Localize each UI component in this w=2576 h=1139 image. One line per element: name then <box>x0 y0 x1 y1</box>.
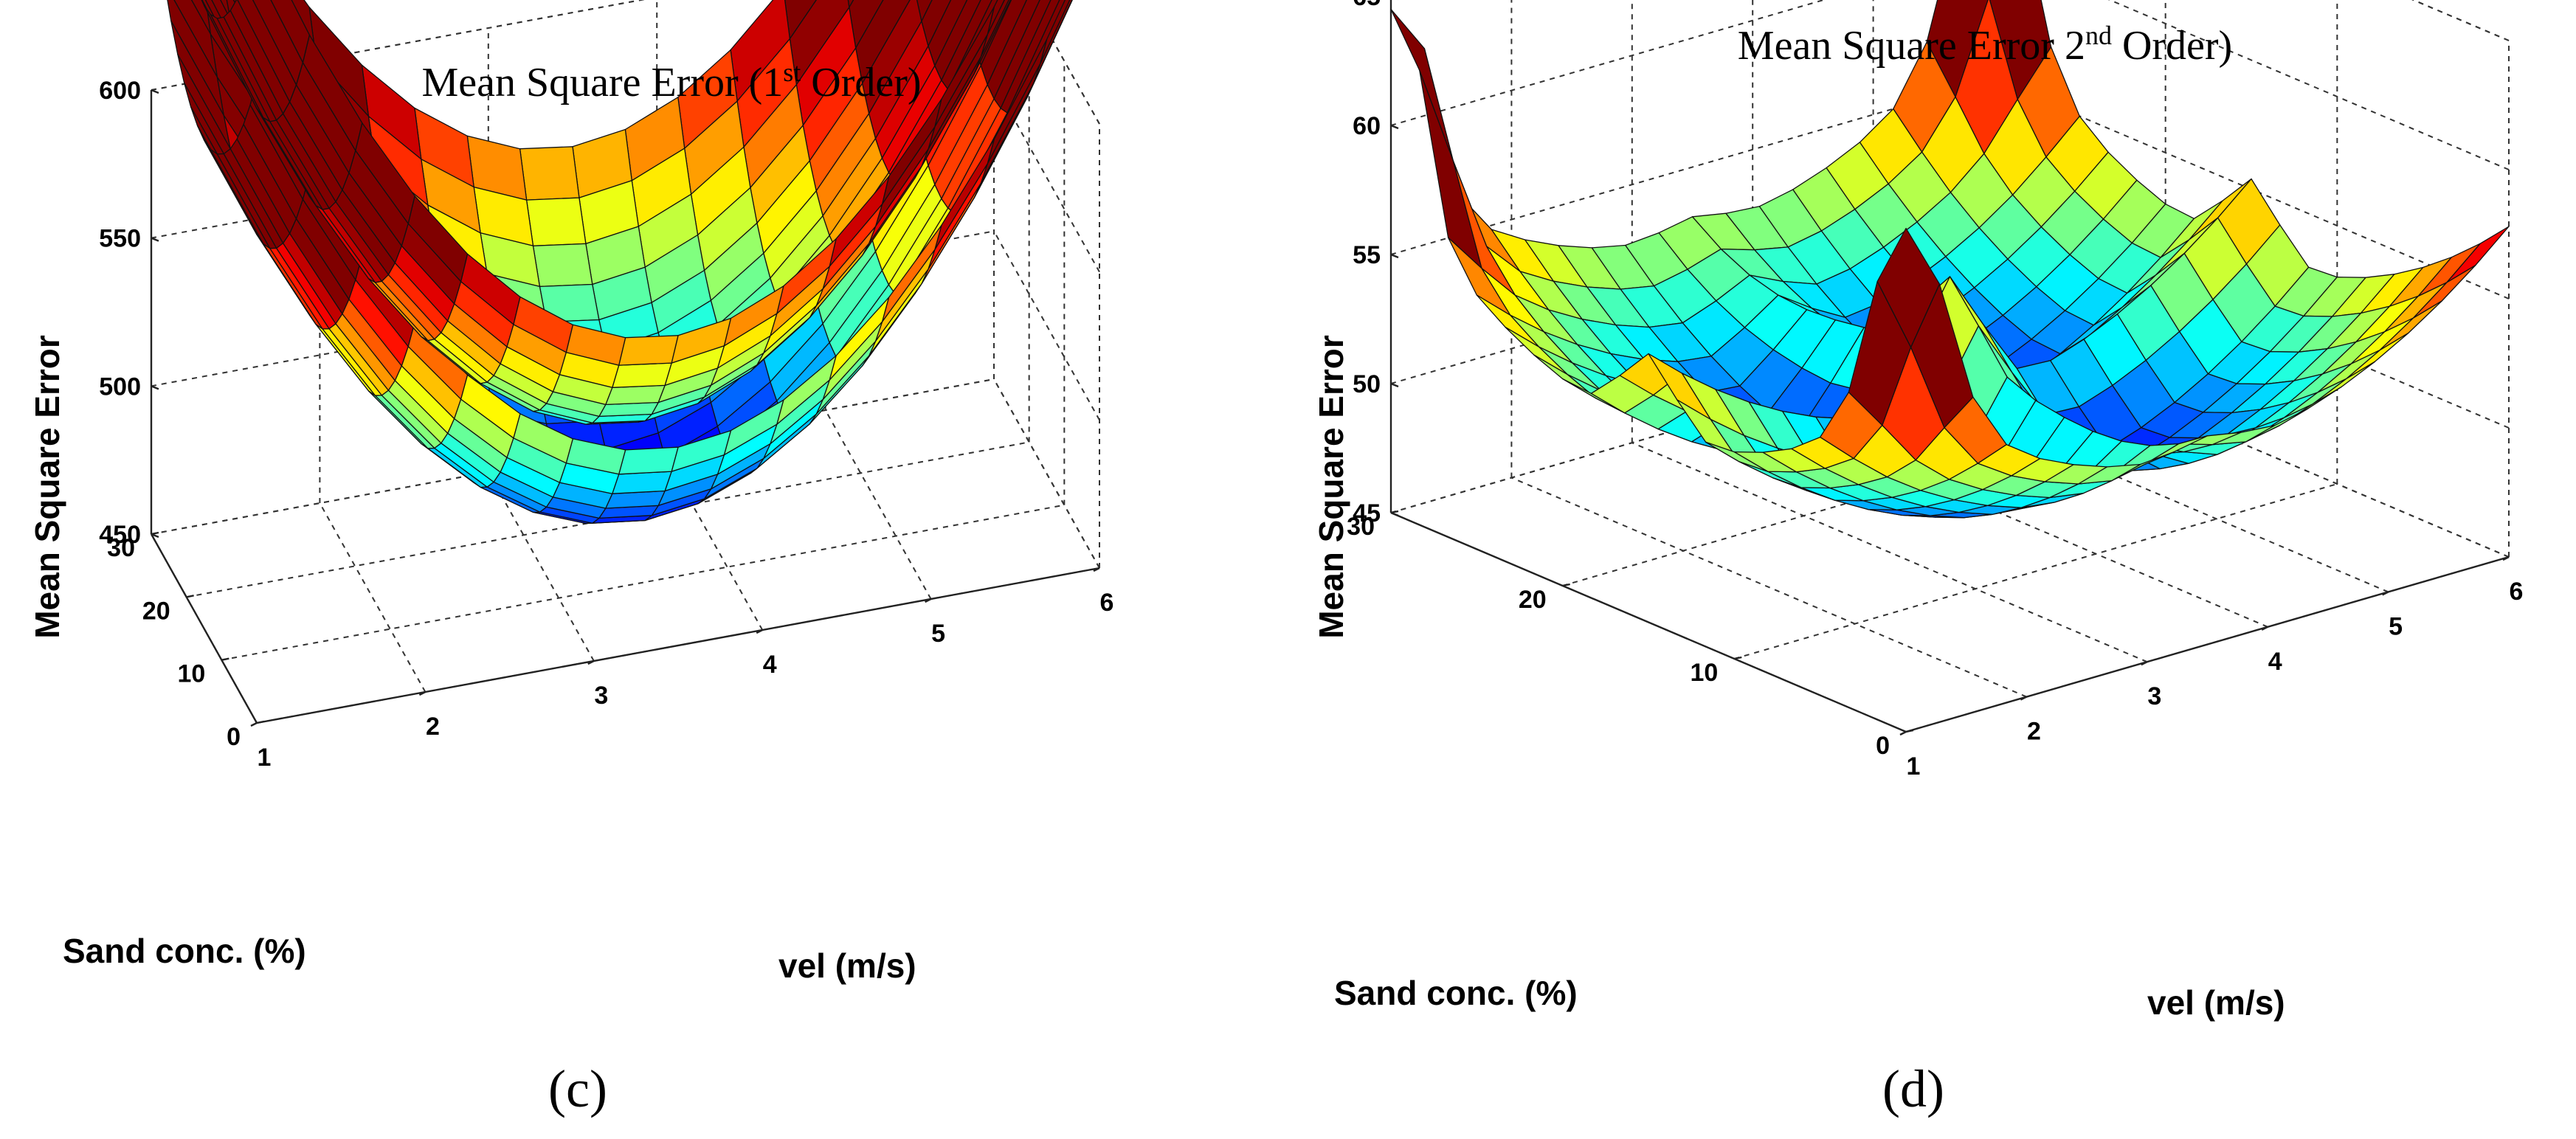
surface-group-c <box>167 0 1073 525</box>
x-axis-label-d: vel (m/s) <box>2147 983 2285 1022</box>
surface-cell <box>1876 227 1941 348</box>
surface-cell <box>2446 226 2510 283</box>
z-axis-label-d: Mean Square Error <box>1312 335 1350 639</box>
y-tick-label: 20 <box>1519 586 1547 614</box>
surface-cell-upper <box>605 384 666 406</box>
x-tick-label: 4 <box>763 651 777 679</box>
x-tick-label: 3 <box>594 682 608 710</box>
y-tick-label: 10 <box>1691 659 1719 687</box>
z-tick-label: 60 <box>1353 112 1381 140</box>
x-tick-label: 6 <box>1100 589 1114 617</box>
surface-cell-lower <box>612 471 672 494</box>
z-tick-label: 550 <box>99 225 141 253</box>
x-tick-label: 4 <box>2268 648 2282 676</box>
surface-cell-upper <box>270 0 311 63</box>
surface-cell <box>1419 69 1482 269</box>
y-tick-label: 0 <box>227 723 241 751</box>
x-tick-label: 1 <box>258 744 272 772</box>
z-tick-label: 50 <box>1353 370 1381 398</box>
x-tick-label: 1 <box>1907 752 1921 780</box>
y-axis-label-d: Sand conc. (%) <box>1334 974 1578 1012</box>
surface-cell-upper <box>618 335 679 366</box>
y-tick-label: 20 <box>142 597 170 625</box>
surface-cell-upper <box>612 362 672 388</box>
y-axis-label-c: Sand conc. (%) <box>63 932 306 970</box>
panel-label-d: (d) <box>1882 1059 1944 1118</box>
surface-cell-upper <box>525 197 587 246</box>
z-tick-label: 450 <box>99 521 141 549</box>
surface-group-d <box>1390 0 2510 519</box>
z-tick-label: 45 <box>1353 499 1381 527</box>
x-axis-label-c: vel (m/s) <box>778 946 916 985</box>
x-tick-label: 2 <box>2027 718 2041 746</box>
z-tick-label: 55 <box>1353 241 1381 269</box>
surface-cell-upper <box>532 243 593 288</box>
x-tick-label: 5 <box>931 620 945 648</box>
z-tick-label: 500 <box>99 373 141 401</box>
x-tick-label: 6 <box>2510 578 2524 606</box>
y-tick-label: 30 <box>1347 513 1375 541</box>
panel-label-c: (c) <box>548 1059 607 1118</box>
y-tick-label: 10 <box>178 660 206 688</box>
chart-panel-d: 12345601020304550556065 Mean Square Erro… <box>1312 0 2523 1118</box>
z-tick-label: 600 <box>99 77 141 105</box>
z-tick-label: 65 <box>1353 0 1381 11</box>
x-tick-label: 5 <box>2389 612 2403 640</box>
y-tick-label: 0 <box>1876 732 1890 760</box>
tick-labels-d: 12345601020304550556065 <box>1347 0 2523 780</box>
x-tick-label: 2 <box>426 713 440 741</box>
z-axis-label-c: Mean Square Error <box>28 335 66 639</box>
y-tick-label: 30 <box>107 534 135 562</box>
surface-cell-upper <box>519 146 580 201</box>
x-tick-label: 3 <box>2147 682 2161 710</box>
surface-cell-lower <box>618 446 679 475</box>
chart-title-d: Mean Square Error 2nd Order) <box>1738 21 2232 69</box>
chart-title-c: Mean Square Error (1st Order) <box>421 58 921 105</box>
